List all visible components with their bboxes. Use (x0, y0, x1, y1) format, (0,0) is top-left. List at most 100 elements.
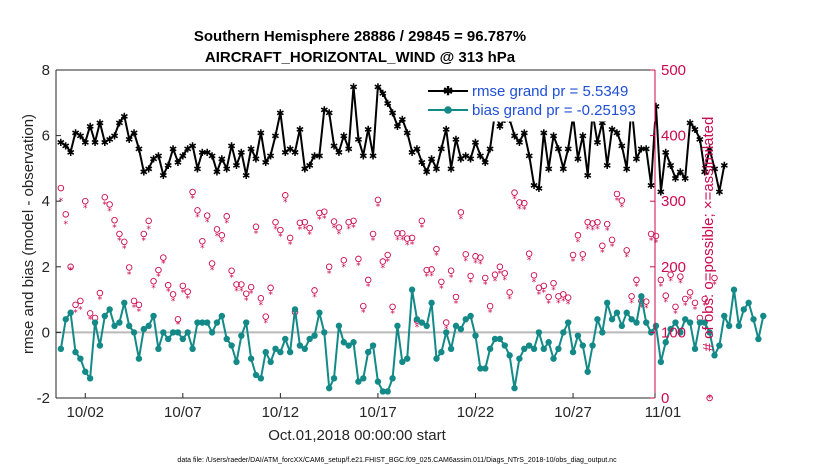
rmse-point: ✱ (593, 138, 601, 149)
obs-possible-point (599, 242, 606, 250)
obs-assimilated-point: * (390, 309, 395, 319)
obs-assimilated-point: * (395, 236, 400, 246)
bias-point (594, 316, 601, 323)
bias-point (433, 355, 440, 362)
obs-assimilated-point: * (205, 218, 210, 228)
obs-possible-point (711, 274, 718, 282)
bias-point (125, 322, 133, 330)
rmse-point: ✱ (423, 168, 431, 179)
rmse-point: ✱ (232, 161, 240, 172)
bias-point (628, 316, 635, 323)
obs-assimilated-point: * (498, 269, 503, 279)
obs-assimilated-point: * (210, 266, 215, 276)
obs-possible-point (706, 394, 713, 402)
bias-point (579, 342, 587, 349)
rmse-point: ✱ (681, 174, 689, 185)
bias-point (389, 375, 396, 382)
bias-point (569, 348, 577, 356)
bias-point (506, 352, 513, 359)
obs-possible-point (125, 264, 133, 271)
obs-possible-point (121, 238, 128, 246)
rmse-point: ✱ (301, 164, 309, 175)
obs-possible-point (169, 291, 177, 298)
bias-point (404, 355, 411, 362)
obs-possible-point (394, 230, 401, 237)
obs-possible-point (233, 281, 240, 288)
bias-point (345, 342, 352, 349)
bias-point (330, 375, 338, 382)
obs-possible-point (652, 232, 660, 240)
obs-assimilated-point: * (537, 290, 542, 300)
rmse-point: ✱ (213, 168, 221, 179)
obs-possible-point (550, 279, 557, 287)
bias-point (730, 286, 738, 293)
bias-point (662, 339, 669, 346)
bias-point (691, 345, 699, 352)
obs-assimilated-point: * (556, 299, 561, 309)
rmse-point: ✱ (271, 132, 279, 143)
bias-point (321, 329, 328, 336)
legend-box (421, 77, 655, 122)
obs-assimilated-point: * (663, 298, 668, 308)
obs-possible-point (272, 218, 279, 226)
obs-possible-point (686, 289, 694, 296)
obs-assimilated-point: * (707, 394, 712, 404)
y-right-tick-label: 200 (661, 259, 686, 276)
bias-point (486, 345, 494, 352)
obs-possible-point (96, 289, 104, 297)
obs-possible-point (374, 196, 382, 204)
obs-assimilated-point: * (434, 252, 439, 262)
rmse-point: ✱ (642, 145, 650, 156)
bias-point (682, 316, 689, 323)
obs-assimilated-point: * (312, 293, 317, 303)
rmse-point: ✱ (720, 161, 728, 172)
bias-point (618, 322, 626, 330)
rmse-point: ✱ (418, 158, 426, 169)
bias-point (150, 312, 157, 320)
bias-point (291, 306, 299, 313)
bias-point (540, 345, 547, 352)
rmse-point: ✱ (76, 132, 84, 143)
obs-possible-point (242, 290, 250, 297)
obs-possible-point (286, 234, 294, 242)
bias-point (711, 352, 718, 359)
obs-possible-point (618, 197, 626, 204)
y-left-tick-label: -2 (37, 390, 50, 407)
obs-assimilated-point: * (463, 257, 468, 267)
obs-assimilated-point: * (620, 203, 625, 213)
bias-point (57, 345, 65, 352)
bias-point (130, 329, 138, 336)
rmse-point: ✱ (242, 171, 250, 182)
obs-assimilated-point: * (385, 258, 390, 268)
obs-assimilated-point: * (654, 239, 659, 249)
rmse-point: ✱ (701, 168, 709, 179)
obs-possible-point (608, 236, 616, 244)
bias-point (608, 316, 616, 323)
bias-point (428, 299, 435, 307)
obs-assimilated-point: * (522, 206, 527, 216)
obs-possible-point (457, 209, 465, 216)
obs-assimilated-point: * (234, 287, 239, 297)
bias-point (677, 329, 684, 336)
rmse-point: ✱ (525, 151, 533, 162)
rmse-point: ✱ (564, 145, 572, 156)
bias-point (457, 325, 465, 333)
obs-possible-point (525, 250, 533, 257)
bias-point (555, 345, 562, 352)
bias-point (238, 332, 245, 339)
obs-possible-point (486, 302, 494, 310)
obs-possible-point (530, 272, 538, 279)
bias-point (169, 329, 177, 336)
obs-possible-point (418, 217, 426, 225)
bias-point (86, 375, 94, 382)
obs-assimilated-point: * (420, 223, 425, 233)
obs-assimilated-point: * (405, 241, 410, 251)
obs-possible-point (72, 301, 79, 309)
rmse-point: ✱ (223, 164, 231, 175)
rmse-point: ✱ (705, 145, 713, 156)
rmse-point: ✱ (66, 148, 74, 159)
rmse-point: ✱ (286, 145, 294, 156)
bias-point (716, 342, 723, 349)
obs-assimilated-point: * (576, 238, 581, 248)
rmse-point: ✱ (154, 151, 162, 162)
